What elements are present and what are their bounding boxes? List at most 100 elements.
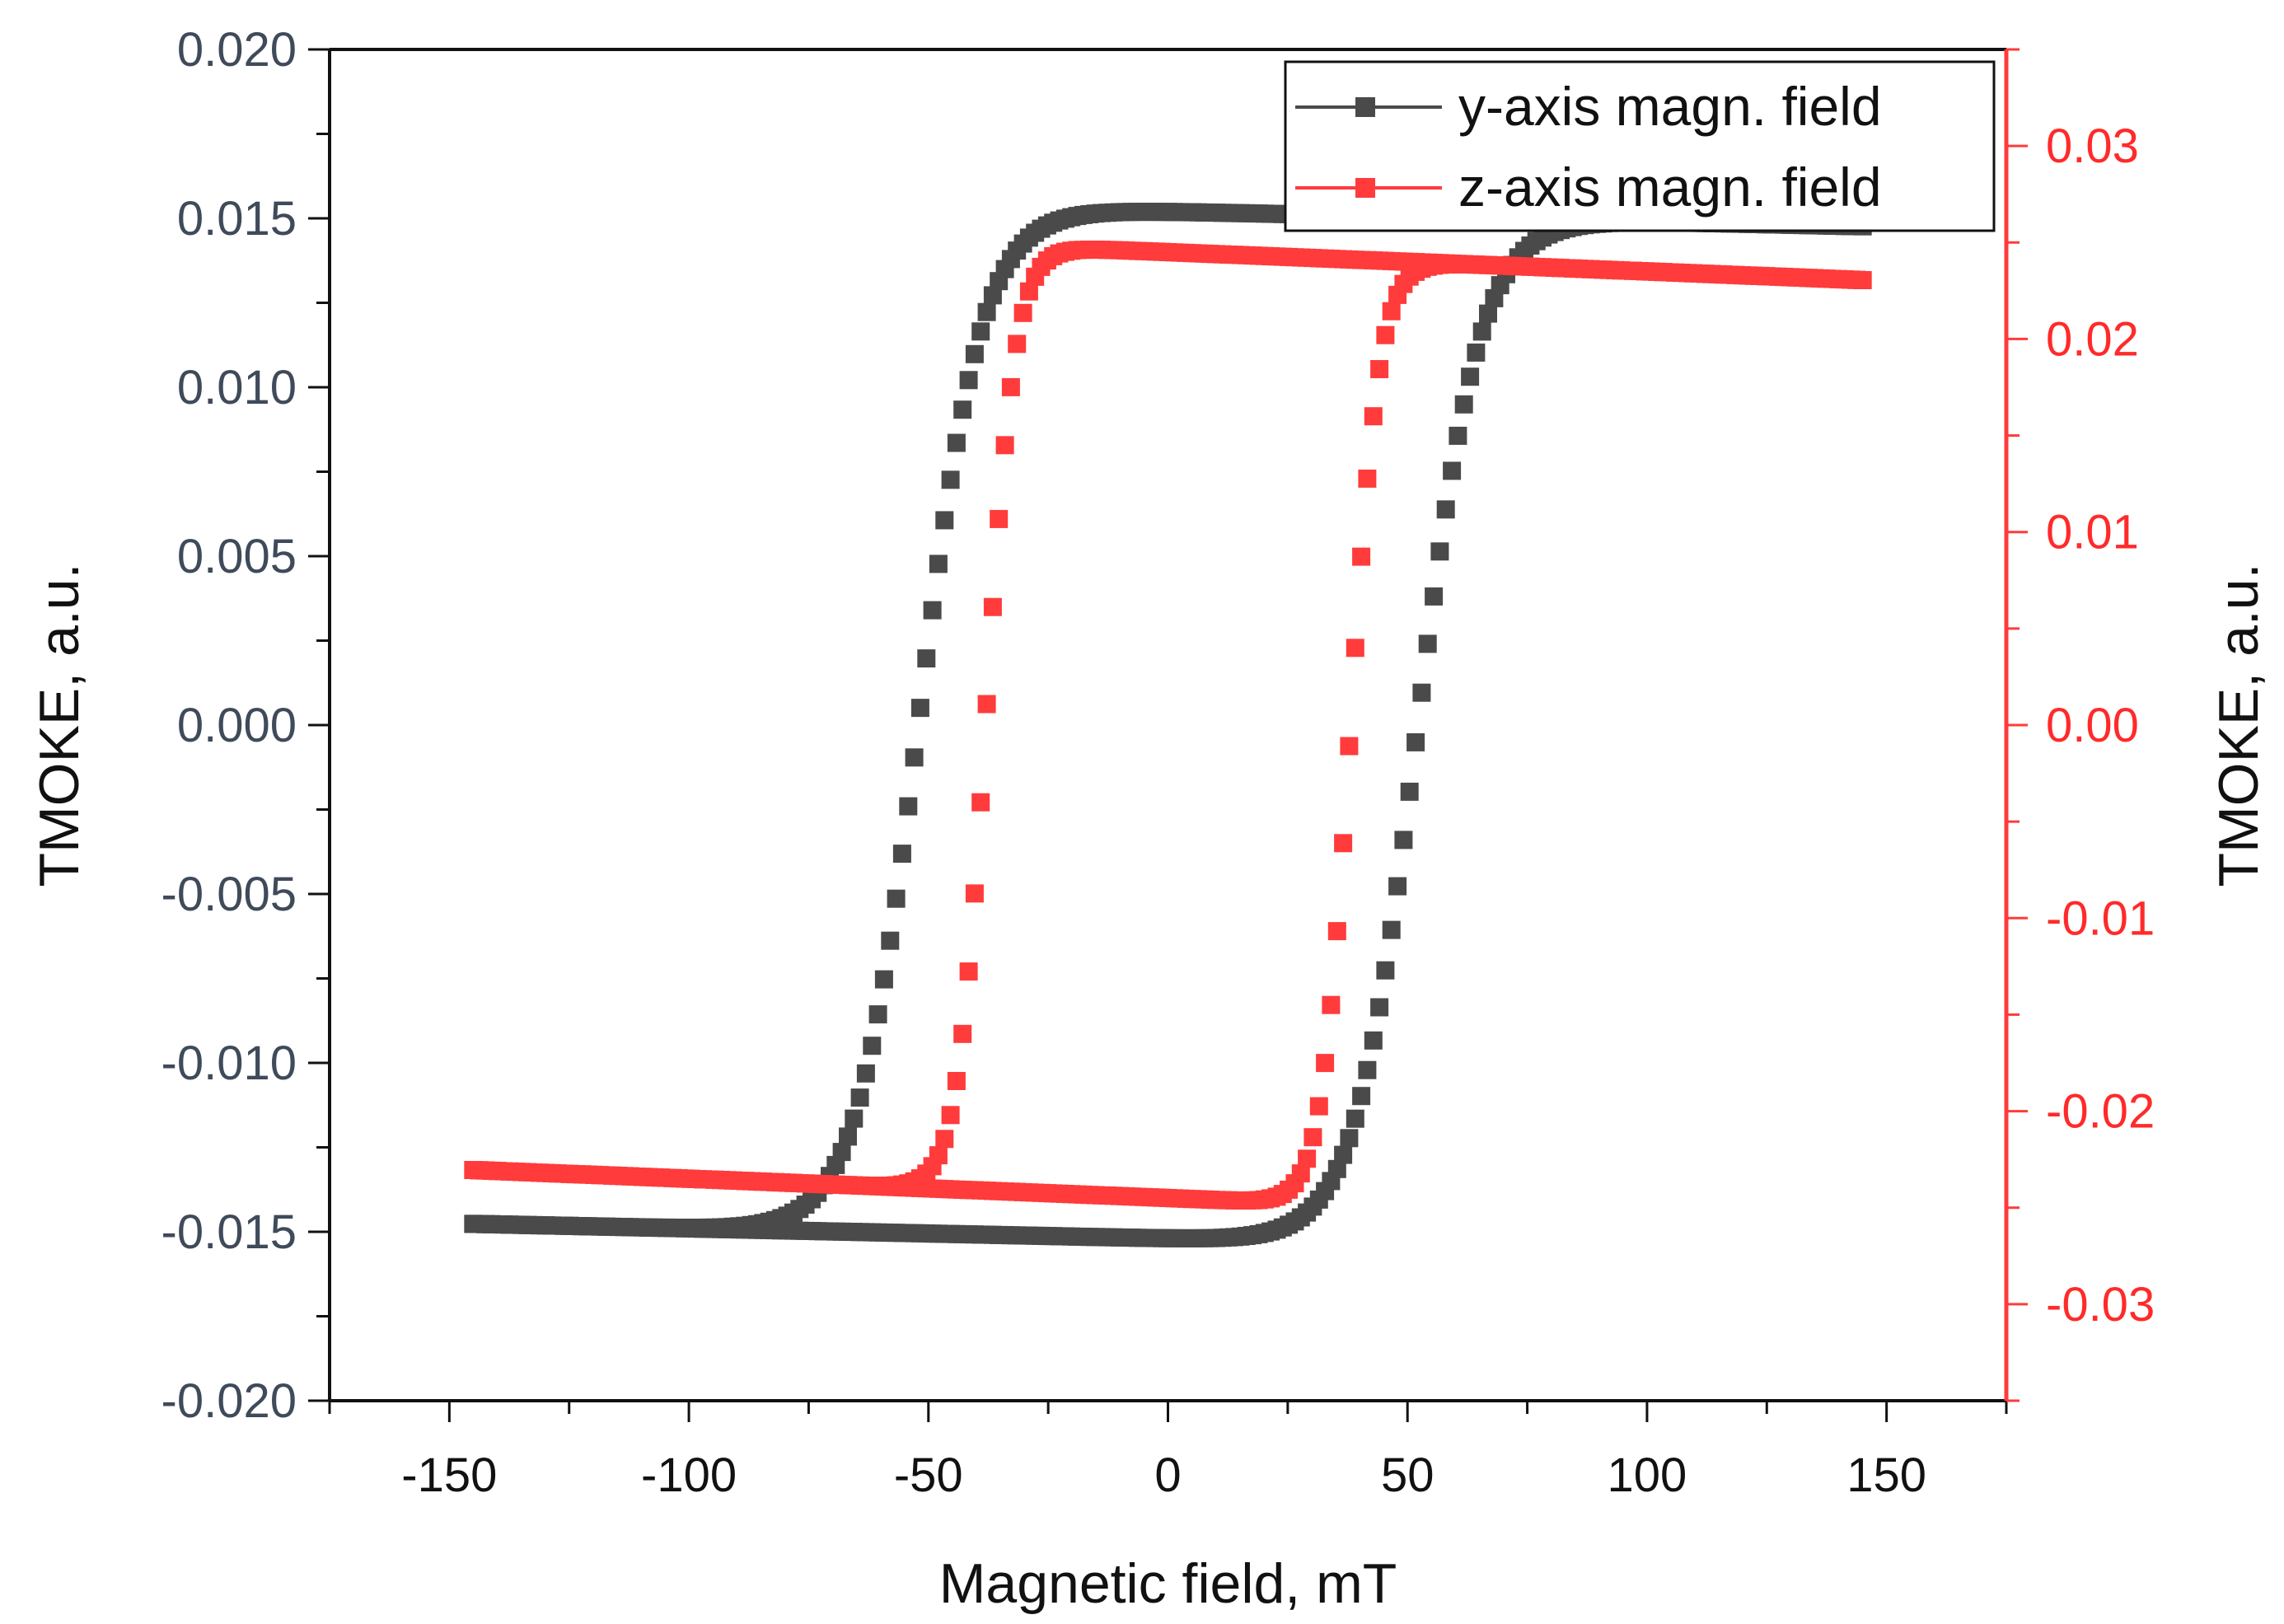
data-point (850, 1088, 869, 1107)
data-point (1309, 1097, 1328, 1116)
y-axis-title-left: TMOKE, a.u. (28, 564, 91, 887)
data-point (881, 931, 900, 950)
data-point (845, 1109, 864, 1128)
y-tick-label-right: -0.03 (2046, 1278, 2155, 1331)
data-point (923, 601, 942, 620)
data-point (1364, 407, 1383, 426)
y-tick-label-left: -0.005 (161, 868, 297, 921)
data-point (929, 555, 948, 573)
data-point (1382, 302, 1401, 321)
data-point (953, 1024, 972, 1043)
data-point (856, 1064, 875, 1083)
legend: y-axis magn. field z-axis magn. field (1284, 60, 1996, 232)
data-point (1346, 1109, 1364, 1128)
data-point (983, 597, 1002, 616)
y-tick-label-left: 0.000 (177, 699, 297, 752)
y-tick-label-right: 0.03 (2046, 119, 2139, 173)
data-point (1436, 500, 1455, 519)
y-tick-label-left: -0.010 (161, 1037, 297, 1090)
data-point (1364, 1031, 1383, 1050)
data-point (1001, 377, 1020, 396)
data-point (977, 695, 996, 714)
data-point (1008, 335, 1027, 353)
y-tick-label-left: 0.010 (177, 361, 297, 414)
data-point (917, 649, 936, 668)
data-point (959, 962, 978, 981)
data-point (1340, 737, 1359, 756)
data-point (1430, 542, 1449, 561)
data-point (941, 1106, 960, 1125)
data-point (990, 509, 1009, 528)
data-point (1327, 922, 1346, 941)
data-point (892, 845, 911, 863)
data-point (1026, 267, 1045, 286)
data-point (953, 400, 972, 419)
data-point (977, 302, 996, 321)
y-tick-label-left: 0.005 (177, 530, 297, 583)
data-point (1412, 683, 1431, 702)
x-tick-label: -50 (894, 1448, 963, 1502)
data-point (1322, 995, 1341, 1014)
data-point (899, 797, 918, 816)
data-point (941, 470, 960, 489)
data-point (1334, 834, 1353, 853)
x-tick-label: 100 (1608, 1448, 1687, 1502)
legend-box (1284, 60, 1996, 232)
data-point (1340, 1129, 1359, 1148)
data-point (1358, 469, 1377, 488)
data-point (1472, 322, 1491, 341)
data-point (1418, 634, 1437, 653)
data-point (1376, 961, 1395, 980)
x-tick-label: 0 (1154, 1448, 1181, 1502)
data-point (1370, 360, 1389, 378)
data-point (1461, 367, 1480, 386)
data-point (1291, 1164, 1310, 1183)
data-point (965, 884, 984, 903)
data-point (1352, 547, 1371, 566)
x-tick-label: 150 (1846, 1448, 1926, 1502)
data-point (1425, 587, 1444, 606)
data-point (839, 1127, 857, 1146)
data-point (1376, 325, 1395, 344)
legend-marker-z-axis (1355, 178, 1375, 198)
data-point (935, 511, 954, 530)
data-point (995, 436, 1014, 455)
series-y-axis (464, 203, 1872, 1247)
x-tick-label: 50 (1381, 1448, 1435, 1502)
data-point (1316, 1054, 1335, 1073)
legend-marker-y-axis (1355, 97, 1375, 117)
data-point (1298, 1149, 1317, 1168)
y-tick-label-right: -0.01 (2046, 892, 2155, 945)
y-tick-label-right: 0.02 (2046, 312, 2139, 366)
data-point (947, 1072, 966, 1090)
data-point (1303, 1128, 1322, 1147)
data-point (1400, 782, 1419, 801)
axes-layer (308, 48, 2028, 1422)
data-point (971, 793, 990, 812)
data-point (1394, 831, 1413, 849)
y-tick-label-left: -0.020 (161, 1374, 297, 1428)
data-point (959, 371, 978, 390)
data-point (1454, 395, 1473, 414)
data-point (947, 433, 966, 452)
x-tick-label: -150 (401, 1448, 497, 1502)
data-point (1013, 303, 1032, 322)
series-z-axis (464, 241, 1872, 1210)
y-tick-label-right: -0.02 (2046, 1085, 2155, 1139)
data-point (1019, 282, 1038, 301)
data-point (1327, 1159, 1346, 1178)
tick-label-layer: -150 -100 -50 0 50 100 150 0.020 0.015 0.010 0.005… (161, 23, 2155, 1502)
y-tick-label-left: -0.015 (161, 1205, 297, 1259)
data-point (1449, 426, 1467, 445)
data-point (1346, 639, 1364, 658)
data-point (1479, 304, 1497, 323)
data-point (863, 1037, 882, 1055)
data-point (874, 970, 893, 989)
data-point (868, 1005, 887, 1024)
y-axis-title-right: TMOKE, a.u. (2207, 564, 2270, 887)
data-point (971, 322, 990, 341)
data-point (1382, 920, 1401, 939)
x-axis-title: Magnetic field, mT (939, 1552, 1397, 1615)
data-point (990, 272, 1009, 291)
data-point (935, 1130, 954, 1149)
